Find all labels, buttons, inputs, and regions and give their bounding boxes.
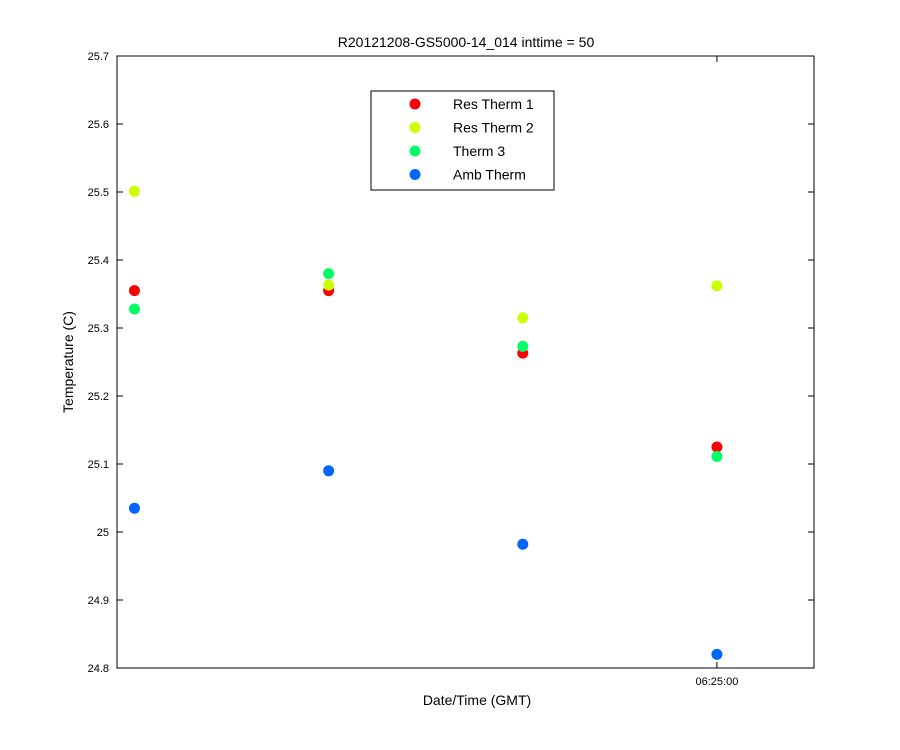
legend-label: Therm 3	[453, 143, 505, 159]
legend-label: Amb Therm	[453, 167, 526, 183]
chart-title: R20121208-GS5000-14_014 inttime = 50	[338, 34, 595, 50]
y-tick-label: 25.1	[88, 459, 109, 471]
y-tick-label: 25.4	[88, 255, 109, 267]
legend-label: Res Therm 1	[453, 96, 534, 112]
y-tick-label: 25	[97, 527, 109, 539]
legend-label: Res Therm 2	[453, 120, 534, 136]
data-point	[323, 279, 335, 291]
data-point	[323, 465, 335, 477]
legend-marker	[409, 98, 421, 110]
y-tick-label: 24.9	[88, 595, 109, 607]
y-tick-label: 25.3	[88, 323, 109, 335]
data-point	[128, 185, 140, 197]
y-tick-label: 25.6	[88, 119, 109, 131]
legend-box	[370, 90, 555, 191]
y-tick-label: 25.7	[88, 51, 109, 63]
data-point	[711, 280, 723, 292]
legend-marker	[409, 169, 421, 180]
y-tick-label: 24.8	[88, 663, 109, 675]
data-points	[128, 185, 723, 660]
data-point	[517, 340, 529, 352]
y-tick-label: 25.5	[88, 187, 109, 199]
legend-marker	[409, 122, 421, 133]
legend-marker	[409, 145, 421, 157]
x-axis: 06:25:00	[696, 56, 739, 688]
y-axis: 24.8 24.9 25 25.1 25.2 25.3 25.4 25.5 25.6 25.7	[88, 51, 814, 675]
data-point	[128, 285, 140, 297]
data-point	[128, 502, 140, 514]
x-tick-label: 06:25:00	[696, 676, 739, 688]
x-axis-label: Date/Time (GMT)	[423, 692, 531, 708]
data-point	[711, 451, 723, 463]
y-tick-label: 25.2	[88, 391, 109, 403]
data-point	[517, 538, 529, 550]
data-point	[711, 648, 723, 660]
data-point	[517, 312, 529, 324]
data-point	[323, 268, 335, 280]
data-point	[128, 303, 140, 315]
legend: Res Therm 1 Res Therm 2 Therm 3 Amb Therm	[370, 90, 555, 191]
y-axis-label: Temperature (C)	[60, 311, 76, 413]
data-point	[711, 441, 723, 453]
